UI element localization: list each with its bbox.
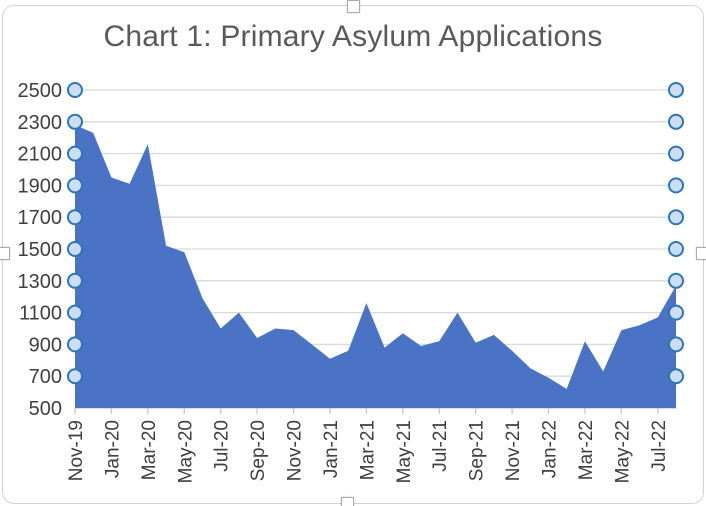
gridline-handle[interactable] <box>668 145 684 162</box>
area-series <box>75 125 676 408</box>
x-axis-label[interactable]: Nov-20 <box>285 420 306 481</box>
gridline-handle[interactable] <box>67 209 83 226</box>
x-axis-label[interactable]: Mar-22 <box>576 420 597 480</box>
gridline-handle[interactable] <box>67 177 83 194</box>
gridline-handle[interactable] <box>668 177 684 194</box>
chart-resize-handle-left[interactable] <box>0 247 10 260</box>
x-axis-label[interactable]: Jul-20 <box>212 420 233 472</box>
y-axis-label[interactable]: 1100 <box>19 303 62 325</box>
y-axis-labels: 2500 2300 2100 1900 1700 1500 1300 1100 900 700 50… <box>18 80 63 420</box>
gridline-handle[interactable] <box>67 304 83 321</box>
gridline-handle[interactable] <box>668 368 684 385</box>
gridline-handle[interactable] <box>668 336 684 353</box>
x-axis-label[interactable]: Jan-22 <box>540 420 561 478</box>
gridline-handle[interactable] <box>668 82 684 98</box>
y-axis-label[interactable]: 1900 <box>18 175 63 197</box>
x-axis-label[interactable]: Jul-22 <box>649 420 670 472</box>
gridline-handle[interactable] <box>67 368 83 385</box>
x-axis-label[interactable]: Jul-21 <box>430 420 451 472</box>
y-axis-label[interactable]: 1500 <box>18 239 63 261</box>
x-axis-label[interactable]: Sep-21 <box>467 420 488 481</box>
x-axis-label[interactable]: May-20 <box>175 420 196 483</box>
gridline-handle[interactable] <box>67 113 83 130</box>
gridline-handle[interactable] <box>67 336 83 353</box>
x-axis-label[interactable]: May-22 <box>612 420 633 483</box>
y-axis-label[interactable]: 2300 <box>18 112 63 134</box>
x-axis-label[interactable]: Sep-20 <box>248 420 269 481</box>
x-axis-label[interactable]: Mar-21 <box>357 420 378 480</box>
chart-resize-handle-top[interactable] <box>347 0 360 13</box>
y-axis-label[interactable]: 1700 <box>18 207 63 229</box>
y-axis-label[interactable]: 500 <box>29 398 62 420</box>
x-axis-label[interactable]: May-21 <box>394 420 415 483</box>
chart-title[interactable]: Chart 1: Primary Asylum Applications <box>103 20 603 53</box>
gridline-handle[interactable] <box>67 241 83 257</box>
y-axis-label[interactable]: 900 <box>29 334 62 356</box>
x-axis-label[interactable]: Jan-20 <box>102 420 123 478</box>
gridline-handle[interactable] <box>668 272 684 289</box>
gridline-handle[interactable] <box>668 209 684 226</box>
tick-marks <box>74 408 659 414</box>
y-axis-label[interactable]: 1300 <box>18 271 63 293</box>
x-axis-label[interactable]: Nov-21 <box>503 420 524 481</box>
gridline-handle[interactable] <box>67 272 83 289</box>
gridline-handle[interactable] <box>668 241 684 257</box>
gridline-handle[interactable] <box>668 304 684 321</box>
y-axis-label[interactable]: 2100 <box>18 144 63 166</box>
y-axis-label[interactable]: 700 <box>29 366 62 388</box>
y-axis-label[interactable]: 2500 <box>18 80 63 102</box>
gridline-handle[interactable] <box>67 145 83 162</box>
area-series-shape[interactable] <box>75 125 676 408</box>
x-axis-label[interactable]: Nov-19 <box>66 420 87 481</box>
gridline-handle[interactable] <box>67 82 83 98</box>
x-axis-labels: Nov-19 Jan-20 Mar-20 May-20 Jul-20 Sep-20 Nov-… <box>66 420 670 483</box>
gridline-handle[interactable] <box>668 113 684 130</box>
x-axis-label[interactable]: Mar-20 <box>139 420 160 480</box>
chart-resize-handle-bottom[interactable] <box>341 497 354 506</box>
chart-resize-handle-right[interactable] <box>696 247 706 260</box>
gridline-selection-handles <box>67 82 684 385</box>
x-axis-label[interactable]: Jan-21 <box>321 420 342 478</box>
